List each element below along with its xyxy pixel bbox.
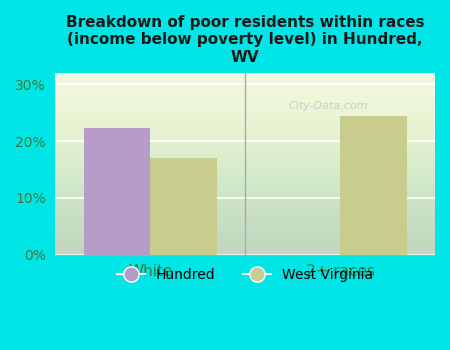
Bar [340, 116, 406, 255]
Legend: Hundred, West Virginia: Hundred, West Virginia [112, 262, 379, 288]
Bar [84, 128, 150, 255]
Bar [150, 158, 217, 255]
Title: Breakdown of poor residents within races
(income below poverty level) in Hundred: Breakdown of poor residents within races… [66, 15, 424, 65]
Text: City-Data.com: City-Data.com [289, 100, 369, 111]
